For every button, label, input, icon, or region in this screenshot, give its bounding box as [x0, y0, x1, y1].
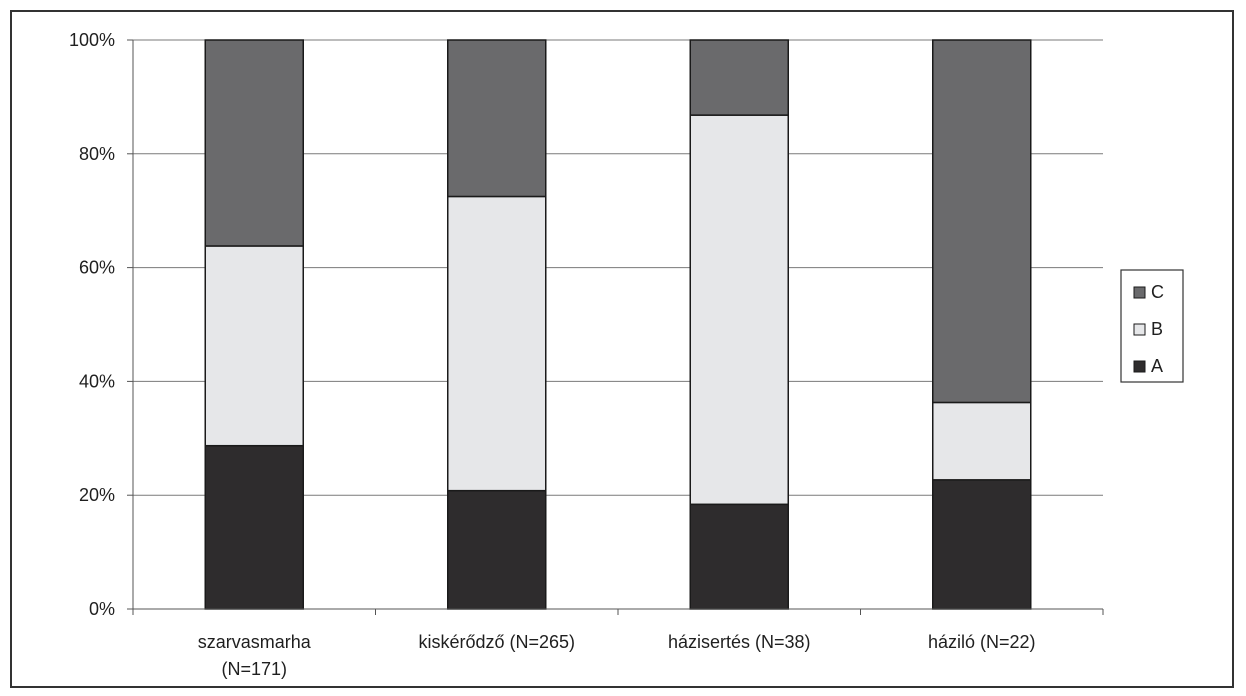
y-tick-label: 80% [79, 144, 115, 164]
y-tick-label: 20% [79, 485, 115, 505]
bar-segment-b [932, 401, 1032, 481]
x-category-label: (N=171) [221, 659, 287, 679]
bar-segment-c [447, 39, 547, 198]
y-tick-label: 40% [79, 371, 115, 391]
x-category-label: háziló (N=22) [928, 632, 1036, 652]
legend-box [1120, 269, 1184, 383]
legend-label-c: C [1151, 282, 1164, 302]
bar-segment-b [204, 245, 304, 447]
x-category-label: szarvasmarha [198, 632, 312, 652]
y-tick-label: 100% [69, 30, 115, 50]
bar-segment-c [689, 39, 789, 116]
legend-swatch-a [1133, 360, 1146, 373]
bar-segment-b [689, 114, 789, 506]
legend-swatch-b [1133, 323, 1146, 336]
y-axis-tick-labels: 0% 20% 40% 60% 80% 100% [69, 30, 115, 619]
x-category-label: kiskérődző (N=265) [418, 632, 575, 652]
bar-segment-a [204, 444, 304, 610]
x-axis-category-labels: szarvasmarha (N=171) kiskérődző (N=265) ház… [198, 632, 1036, 679]
bar-segment-a [689, 503, 789, 610]
y-tick-label: 0% [89, 599, 115, 619]
x-category-label: házisertés (N=38) [668, 632, 811, 652]
bar-segment-a [447, 489, 547, 610]
bar-segment-a [932, 479, 1032, 610]
legend-label-b: B [1151, 319, 1163, 339]
bar-segment-b [447, 195, 547, 492]
legend: CBA [1120, 269, 1184, 383]
legend-swatch-c [1133, 286, 1146, 299]
legend-label-a: A [1151, 356, 1163, 376]
bars [204, 39, 1032, 610]
axes [127, 39, 1104, 615]
bar-segment-c [204, 39, 304, 247]
y-tick-label: 60% [79, 258, 115, 278]
bar-segment-c [932, 39, 1032, 404]
